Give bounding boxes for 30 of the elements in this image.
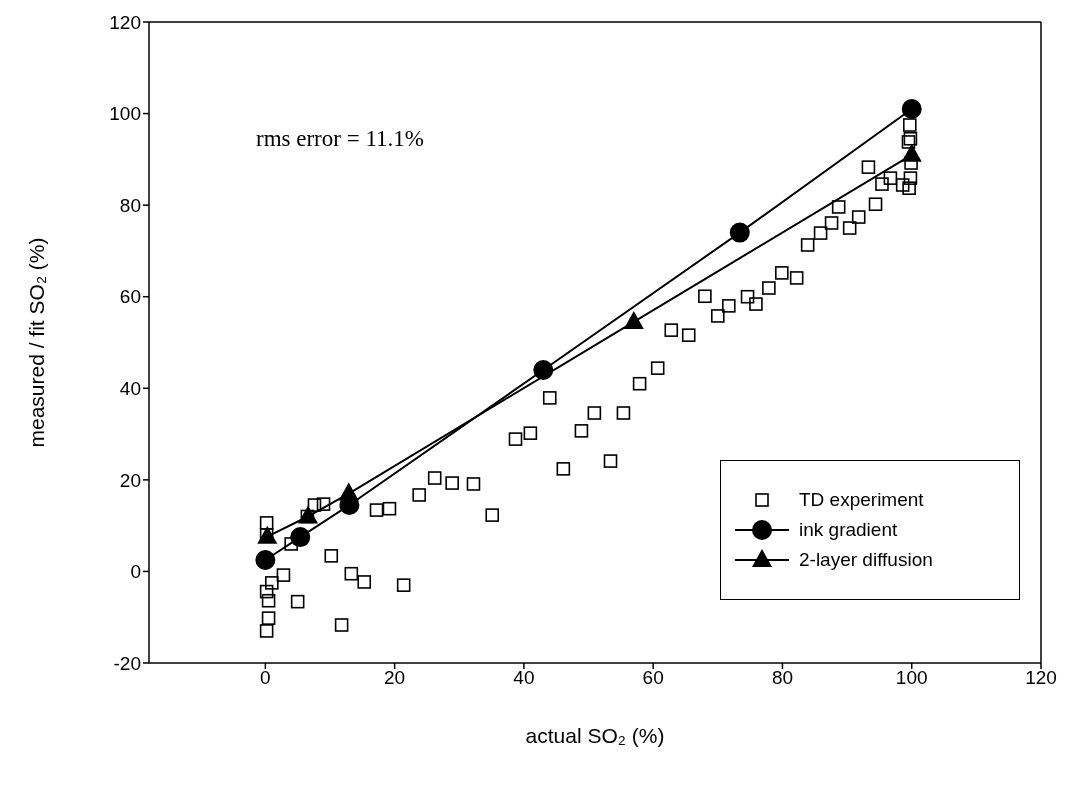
point — [298, 505, 319, 524]
y-tick-label: 20 — [119, 469, 141, 491]
point — [255, 549, 276, 570]
x-tick-label: 120 — [1025, 667, 1057, 689]
point — [901, 98, 922, 119]
point — [257, 525, 278, 544]
legend-label: TD experiment — [799, 489, 924, 511]
point — [623, 310, 644, 329]
y-tick-label: 40 — [119, 378, 141, 400]
point — [338, 482, 359, 501]
x-tick-label: 60 — [642, 667, 664, 689]
y-tick-label: 60 — [119, 286, 141, 308]
x-tick-label: 0 — [260, 667, 271, 689]
y-tick-label: 0 — [130, 561, 141, 583]
legend-label: 2-layer diffusion — [799, 549, 933, 571]
point — [729, 222, 750, 243]
y-tick-label: 120 — [109, 11, 141, 33]
point — [290, 527, 311, 548]
x-axis-title: actual SO₂ (%) — [525, 724, 665, 747]
y-tick-label: 100 — [109, 103, 141, 125]
point — [901, 143, 922, 162]
x-tick-label: 40 — [513, 667, 535, 689]
y-tick-label: -20 — [113, 652, 141, 674]
x-tick-label: 80 — [771, 667, 794, 689]
annotation: rms error = 11.1% — [256, 126, 424, 152]
x-tick-label: 100 — [895, 667, 928, 689]
legend-label: ink gradient — [799, 519, 898, 541]
y-axis-title: measured / fit SO₂ (%) — [25, 237, 49, 448]
x-tick-label: 20 — [384, 667, 406, 689]
y-tick-label: 80 — [119, 194, 141, 216]
